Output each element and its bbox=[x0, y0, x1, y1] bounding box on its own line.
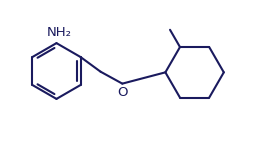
Text: NH₂: NH₂ bbox=[47, 26, 72, 39]
Text: O: O bbox=[117, 86, 128, 99]
